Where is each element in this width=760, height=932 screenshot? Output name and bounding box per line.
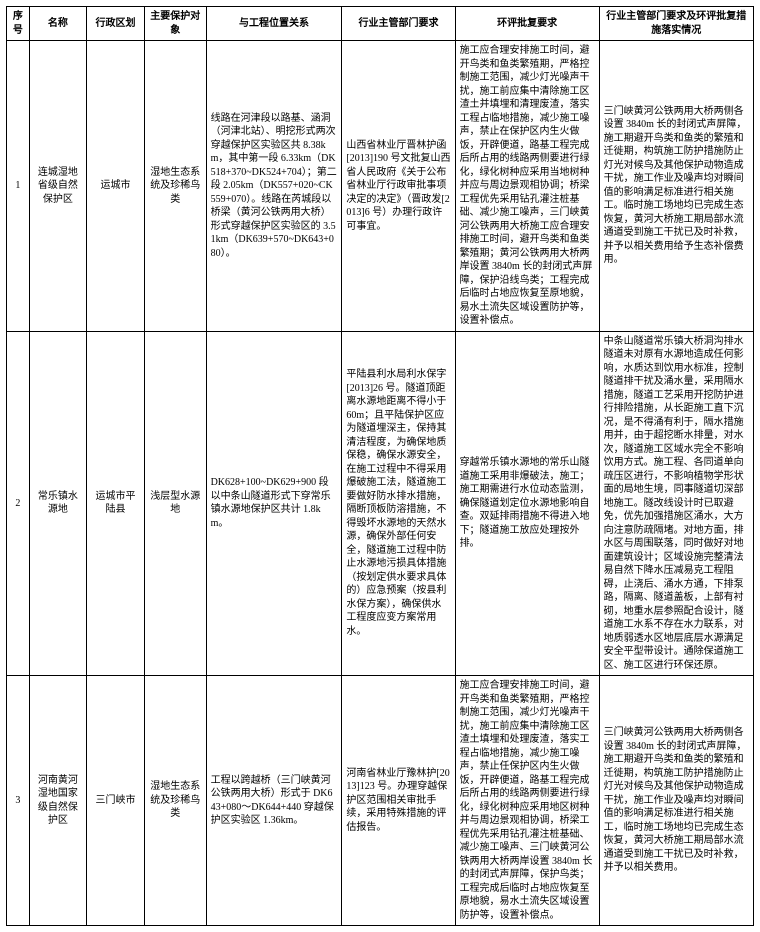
table-header-row: 序号 名称 行政区划 主要保护对象 与工程位置关系 行业主管部门要求 环评批复要…: [7, 7, 754, 41]
cell-region: 运城市: [87, 41, 145, 332]
cell-impl: 中条山隧道常乐镇大桥洞沟排水隧道未对原有水源地造成任何影响，水质达到饮用水标准，…: [599, 331, 753, 676]
cell-relation: 线路在河津段以路基、涵洞（河津北站）、明挖形式两次穿越保护区实验区共 8.38k…: [206, 41, 342, 332]
protection-zone-table: 序号 名称 行政区划 主要保护对象 与工程位置关系 行业主管部门要求 环评批复要…: [6, 6, 754, 926]
cell-region: 三门峡市: [87, 676, 145, 926]
cell-relation: DK628+100~DK629+900 段以中条山隧道形式下穿常乐镇水源地保护区…: [206, 331, 342, 676]
cell-impl: 三门峡黄河公铁两用大桥两侧各设置 3840m 长的封闭式声屏障，施工期避开鸟类和…: [599, 41, 753, 332]
cell-name: 常乐镇水源地: [29, 331, 87, 676]
header-region: 行政区划: [87, 7, 145, 41]
cell-target: 湿地生态系统及珍稀鸟类: [144, 676, 206, 926]
cell-env: 施工应合理安排施工时间，避开鸟类和鱼类繁殖期，严格控制施工范围，减少灯光噪声干扰…: [455, 41, 599, 332]
table-row: 3 河南黄河湿地国家级自然保护区 三门峡市 湿地生态系统及珍稀鸟类 工程以跨越桥…: [7, 676, 754, 926]
cell-seq: 2: [7, 331, 30, 676]
header-impl: 行业主管部门要求及环评批复措施落实情况: [599, 7, 753, 41]
cell-dept: 平陆县利水局利水保字[2013]26 号。隧道顶距离水源地距离不得小于 60m；…: [342, 331, 455, 676]
cell-name: 河南黄河湿地国家级自然保护区: [29, 676, 87, 926]
cell-env: 穿越常乐镇水源地的常乐山隧道施工采用非爆破法，施工；施工期需进行水位动态监测，确…: [455, 331, 599, 676]
header-target: 主要保护对象: [144, 7, 206, 41]
header-name: 名称: [29, 7, 87, 41]
table-row: 2 常乐镇水源地 运城市平陆县 浅层型水源地 DK628+100~DK629+9…: [7, 331, 754, 676]
cell-seq: 1: [7, 41, 30, 332]
cell-target: 湿地生态系统及珍稀鸟类: [144, 41, 206, 332]
header-seq: 序号: [7, 7, 30, 41]
cell-relation: 工程以跨越桥（三门峡黄河公铁两用大桥）形式于 DK643+080～DK644+4…: [206, 676, 342, 926]
cell-name: 连城湿地省级自然保护区: [29, 41, 87, 332]
cell-impl: 三门峡黄河公铁两用大桥两侧各设置 3840m 长的封闭式声屏障，施工期避开鸟类和…: [599, 676, 753, 926]
cell-region: 运城市平陆县: [87, 331, 145, 676]
header-relation: 与工程位置关系: [206, 7, 342, 41]
header-env: 环评批复要求: [455, 7, 599, 41]
cell-target: 浅层型水源地: [144, 331, 206, 676]
table-row: 1 连城湿地省级自然保护区 运城市 湿地生态系统及珍稀鸟类 线路在河津段以路基、…: [7, 41, 754, 332]
cell-seq: 3: [7, 676, 30, 926]
cell-env: 施工应合理安排施工时间，避开鸟类和鱼类繁殖期，严格控制施工范围，减少灯光噪声干扰…: [455, 676, 599, 926]
cell-dept: 山西省林业厅晋林护函[2013]190 号文批复山西省人民政府《关于公布省林业厅…: [342, 41, 455, 332]
cell-dept: 河南省林业厅豫林护[2013]123 号。办理穿越保护区范围相关审批手续，采用特…: [342, 676, 455, 926]
header-dept: 行业主管部门要求: [342, 7, 455, 41]
